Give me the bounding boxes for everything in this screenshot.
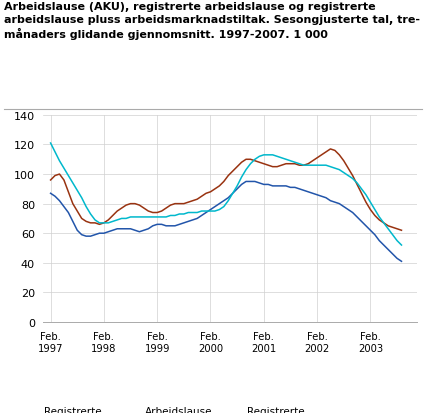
- Legend: Registrerte
arbeidslause, Arbeidslause
(AKU), Registrerte
arbeidslause + tiltak: Registrerte arbeidslause, Arbeidslause (…: [18, 406, 355, 413]
- Text: Arbeidslause (AKU), registrerte arbeidslause og registrerte
arbeidslause pluss a: Arbeidslause (AKU), registrerte arbeidsl…: [4, 2, 420, 40]
